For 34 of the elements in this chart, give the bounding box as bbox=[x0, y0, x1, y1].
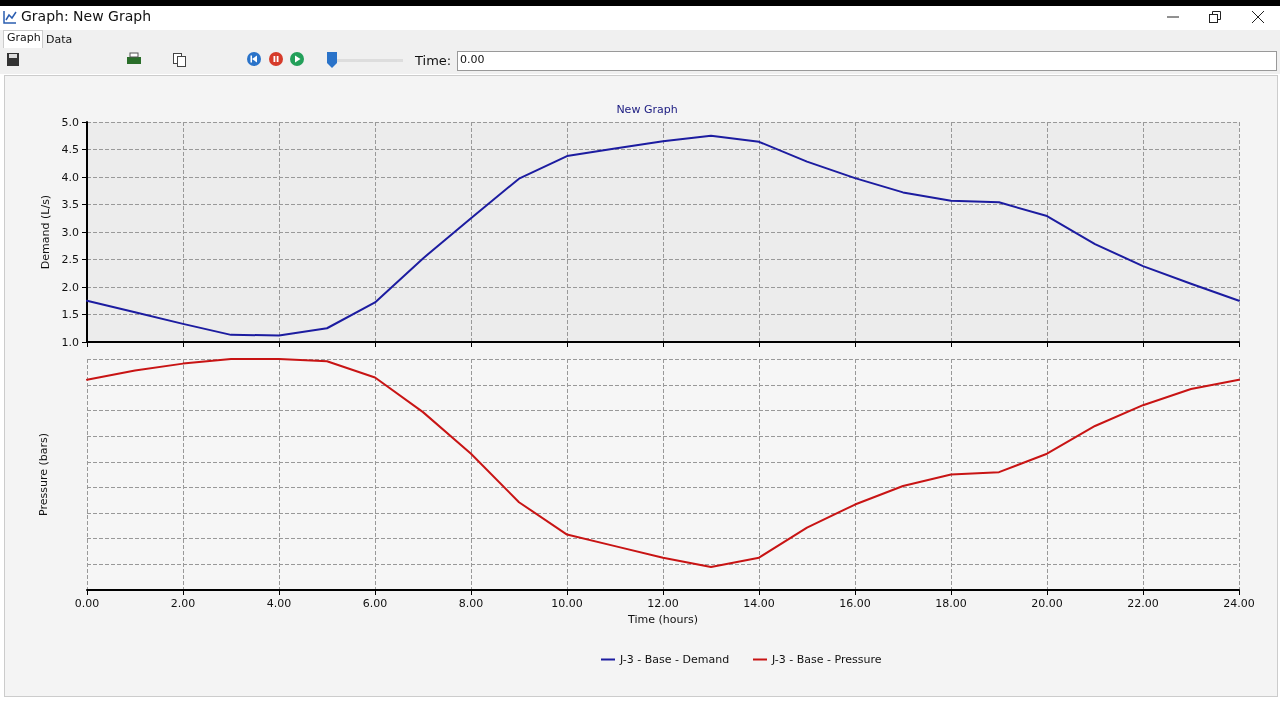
x-tick-label: 6.00 bbox=[362, 597, 388, 610]
line-series bbox=[86, 134, 1240, 337]
x-tick-label: 16.00 bbox=[839, 597, 871, 610]
x-tick-label: 8.00 bbox=[458, 597, 484, 610]
x-tick-label: 10.00 bbox=[551, 597, 583, 610]
text: Time: bbox=[415, 53, 452, 68]
text: Graph: New Graph bbox=[21, 8, 152, 24]
text: 0.00 bbox=[460, 53, 485, 66]
legend-label: J-3 - Base - Demand bbox=[619, 653, 730, 666]
x-tick-label: 2.00 bbox=[170, 597, 196, 610]
y-tick-label: 1.0 bbox=[61, 335, 79, 349]
x-tick-label: 0.00 bbox=[74, 597, 100, 610]
x-tick-label: 14.00 bbox=[743, 597, 775, 610]
y-tick-label: 1.5 bbox=[61, 308, 79, 321]
x-tick-label: 4.00 bbox=[266, 597, 292, 610]
x-tick-label: 24.00 bbox=[1223, 597, 1255, 610]
text: Graph bbox=[7, 31, 41, 44]
y-tick-label: 3.0 bbox=[61, 225, 79, 239]
y-tick-label: 5.0 bbox=[61, 115, 79, 129]
y-tick-label: 2.5 bbox=[61, 253, 79, 266]
chart-title: New Graph bbox=[616, 103, 678, 116]
x-tick-label: 22.00 bbox=[1127, 597, 1159, 610]
y-tick-label: 3.5 bbox=[61, 198, 79, 211]
y-tick-label: 4.5 bbox=[61, 143, 79, 156]
y-axis-title: Pressure (bars) bbox=[37, 432, 50, 517]
y-axis-title: Demand (L/s) bbox=[38, 194, 52, 270]
legend-label: J-3 - Base - Pressure bbox=[771, 653, 882, 666]
y-tick-label: 2.0 bbox=[61, 280, 79, 294]
x-tick-label: 12.00 bbox=[647, 597, 679, 610]
y-tick-label: 4.0 bbox=[61, 170, 79, 184]
text: Data bbox=[46, 33, 73, 46]
x-axis-title: Time (hours) bbox=[627, 612, 698, 626]
x-tick-label: 20.00 bbox=[1031, 597, 1063, 610]
x-tick-label: 18.00 bbox=[935, 597, 967, 610]
